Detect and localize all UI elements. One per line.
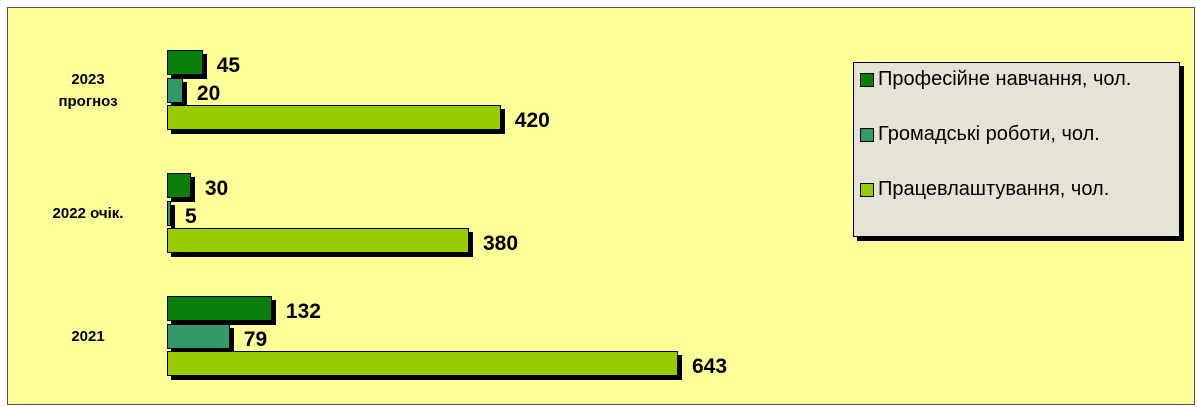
legend-swatch xyxy=(860,128,874,142)
value-label: 20 xyxy=(196,81,221,105)
legend-swatch xyxy=(860,73,874,87)
legend-label: Громадські роботи, чол. xyxy=(878,123,1100,145)
value-label: 380 xyxy=(482,232,519,255)
value-label: 420 xyxy=(514,109,550,132)
bar xyxy=(167,323,230,349)
bar xyxy=(167,200,171,226)
legend-item: Працевлаштування, чол. xyxy=(860,177,1178,202)
bar xyxy=(167,173,191,198)
legend-item: Громадські роботи, чол. xyxy=(860,122,1178,147)
bar xyxy=(167,296,272,321)
value-label: 643 xyxy=(692,355,728,378)
value-label: 79 xyxy=(243,327,268,351)
value-label: 132 xyxy=(285,300,321,323)
legend-label: Професійне навчання, чол. xyxy=(878,68,1132,90)
category-label: 2022 очік. xyxy=(52,205,124,223)
bar-shadow xyxy=(171,204,175,230)
value-label: 5 xyxy=(184,204,197,228)
category-label: 2021 xyxy=(71,328,105,346)
legend: Професійне навчання, чол. Громадські робо… xyxy=(853,62,1180,237)
value-label: 45 xyxy=(216,54,241,77)
bar xyxy=(167,50,203,75)
legend-label: Працевлаштування, чол. xyxy=(878,178,1110,200)
bar xyxy=(167,77,183,103)
value-label: 30 xyxy=(204,177,229,200)
legend-swatch xyxy=(860,183,874,197)
bar xyxy=(167,105,501,130)
category-label: 2023 прогноз xyxy=(58,71,118,111)
bar xyxy=(167,228,469,253)
legend-item: Професійне навчання, чол. xyxy=(860,67,1178,92)
bar xyxy=(167,351,678,376)
